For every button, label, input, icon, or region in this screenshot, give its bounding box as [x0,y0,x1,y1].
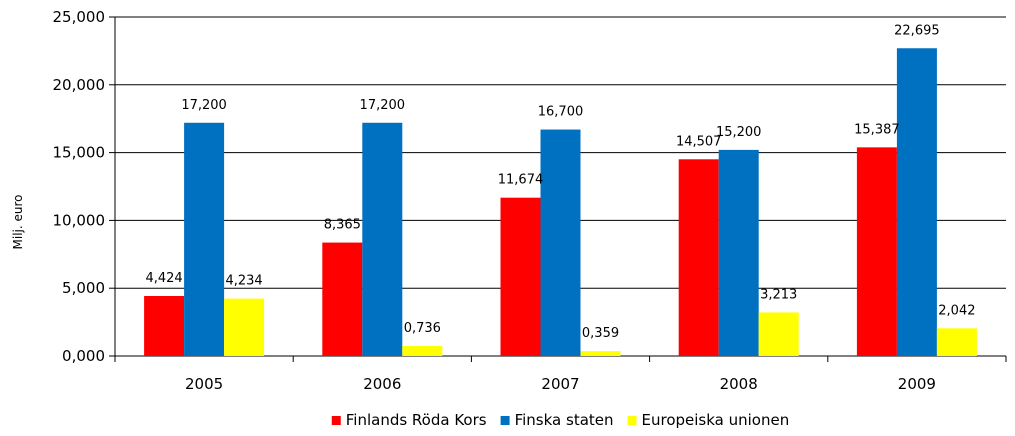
data-labels: 4,424 17,200 4,234 8,365 17,200 0,736 11,674 16… [145,23,975,341]
y-tick-label: 0,000 [62,347,105,365]
bar [322,242,363,356]
bar [402,346,443,356]
bar [718,149,759,356]
y-tick-label: 20,000 [53,76,106,94]
x-tick-label: 2007 [541,375,579,393]
y-tick-label: 10,000 [53,211,106,229]
bar [580,351,621,356]
bar [144,296,185,356]
x-tick-label: 2009 [898,375,936,393]
bar [896,48,937,356]
bar [856,147,897,356]
bar [362,122,403,356]
bar [758,312,799,356]
x-tick-label: 2006 [363,375,401,393]
bar [540,129,581,356]
x-tick-label: 2005 [185,375,223,393]
y-tick-label: 25,000 [53,8,106,26]
legend-label: Finska staten [515,411,614,429]
legend-swatch [331,416,341,425]
y-tick-label: 15,000 [53,144,106,162]
data-label: 4,234 [225,274,262,289]
data-label: 16,700 [538,105,584,120]
bar [184,122,225,356]
data-label: 15,387 [854,122,900,137]
y-axis-label: Milj. euro [11,195,25,250]
data-label: 11,674 [498,173,544,188]
data-label: 17,200 [360,98,406,113]
tick-labels: 0,000 5,000 10,000 15,000 20,000 25,000 2005 20… [53,8,936,393]
legend-swatch [627,416,637,425]
legend-item: Finska staten [500,411,614,429]
data-label: 2,042 [938,303,975,318]
legend-label: Finlands Röda Kors [346,411,487,429]
bars [144,48,977,356]
data-label: 0,359 [582,326,619,341]
data-label: 14,507 [676,134,722,149]
bar [678,159,719,356]
legend-label: Europeiska unionen [642,411,790,429]
y-tick-label: 5,000 [62,279,105,297]
legend-item: Europeiska unionen [627,411,790,429]
bar [936,328,977,356]
legend: Finlands Röda Kors Finska staten Europeisk… [331,411,790,429]
data-label: 0,736 [404,321,441,336]
x-tick-label: 2008 [720,375,758,393]
data-label: 8,365 [324,218,361,233]
data-label: 4,424 [145,271,182,286]
bar [500,197,541,356]
data-label: 22,695 [894,23,940,38]
data-label: 15,200 [716,125,762,140]
bar [224,298,265,356]
legend-swatch [500,416,510,425]
legend-item: Finlands Röda Kors [331,411,487,429]
data-label: 3,213 [760,287,797,302]
data-label: 17,200 [181,98,227,113]
